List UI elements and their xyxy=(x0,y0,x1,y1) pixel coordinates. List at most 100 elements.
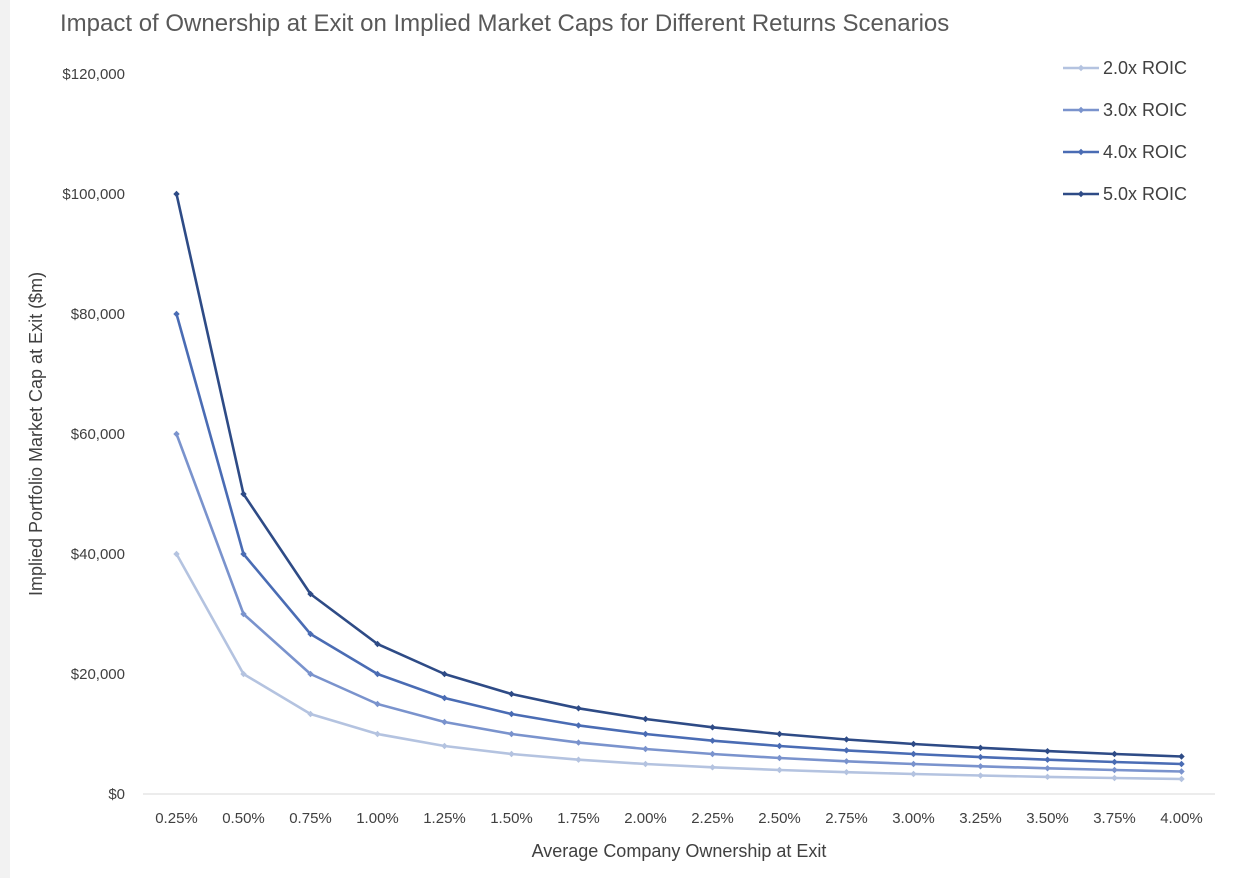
legend-item: 2.0x ROIC xyxy=(1063,58,1187,78)
y-tick-label: $40,000 xyxy=(71,546,125,563)
data-point xyxy=(776,742,783,750)
x-axis-title: Average Company Ownership at Exit xyxy=(532,841,827,861)
x-axis-ticks: 0.25% 0.50% 0.75% 1.00% 1.25% 1.50% 1.75% 2.00%… xyxy=(155,810,1203,827)
y-tick-label: $0 xyxy=(108,786,125,803)
data-point xyxy=(508,690,515,698)
series-line xyxy=(175,313,1182,766)
data-point xyxy=(843,747,850,754)
data-point xyxy=(240,550,247,558)
data-point xyxy=(307,630,314,638)
chart-title: Impact of Ownership at Exit on Implied M… xyxy=(60,10,949,37)
x-tick-label: 1.00% xyxy=(356,810,399,827)
data-point xyxy=(910,760,917,768)
data-point xyxy=(508,750,515,758)
series-group xyxy=(173,550,1185,783)
y-tick-label: $100,000 xyxy=(62,186,125,203)
data-point xyxy=(240,670,247,678)
data-point xyxy=(374,640,381,648)
data-point xyxy=(374,670,381,678)
legend-label: 3.0x ROIC xyxy=(1103,100,1187,120)
data-point xyxy=(709,764,716,771)
left-edge-strip xyxy=(0,0,10,878)
y-axis-ticks: $0 $20,000 $40,000 $60,000 $80,000 $100,000 $1… xyxy=(62,66,125,803)
data-point xyxy=(977,744,984,752)
x-tick-label: 0.75% xyxy=(289,810,332,827)
data-point xyxy=(575,739,582,746)
data-point xyxy=(709,737,716,744)
x-tick-label: 4.00% xyxy=(1160,810,1203,827)
data-point xyxy=(240,490,247,498)
data-point xyxy=(1178,768,1185,775)
data-point xyxy=(508,710,515,718)
data-point xyxy=(374,700,381,708)
legend-label: 5.0x ROIC xyxy=(1103,184,1187,204)
x-tick-label: 1.50% xyxy=(490,810,533,827)
x-tick-label: 3.25% xyxy=(959,810,1002,827)
data-point xyxy=(1044,773,1051,781)
data-point xyxy=(843,758,850,765)
data-point xyxy=(776,754,783,762)
data-point xyxy=(977,763,984,770)
data-point xyxy=(441,718,448,726)
legend-swatch-marker xyxy=(1077,190,1085,198)
data-point xyxy=(910,750,917,758)
data-point xyxy=(575,705,582,712)
data-point xyxy=(307,670,314,678)
y-axis-title: Implied Portfolio Market Cap at Exit ($m… xyxy=(26,272,46,596)
data-point xyxy=(642,715,649,723)
data-point xyxy=(1111,774,1118,782)
data-point xyxy=(240,610,247,618)
data-point xyxy=(441,742,448,750)
data-point xyxy=(1178,760,1185,768)
data-point xyxy=(173,190,180,198)
series-line xyxy=(175,433,1182,773)
data-point xyxy=(508,730,515,738)
x-tick-label: 3.00% xyxy=(892,810,935,827)
data-point xyxy=(776,766,783,774)
data-point xyxy=(1111,750,1118,758)
x-tick-label: 3.50% xyxy=(1026,810,1069,827)
data-point xyxy=(173,550,180,558)
x-tick-label: 3.75% xyxy=(1093,810,1136,827)
series-layer xyxy=(173,190,1185,783)
series-group xyxy=(173,430,1185,775)
legend-label: 4.0x ROIC xyxy=(1103,142,1187,162)
series-line xyxy=(175,553,1182,781)
x-tick-label: 1.25% xyxy=(423,810,466,827)
x-tick-label: 2.25% xyxy=(691,810,734,827)
data-point xyxy=(910,770,917,778)
data-point xyxy=(1111,766,1118,774)
data-point xyxy=(173,310,180,318)
y-tick-label: $20,000 xyxy=(71,666,125,683)
x-tick-label: 0.25% xyxy=(155,810,198,827)
data-point xyxy=(441,670,448,678)
data-point xyxy=(642,760,649,768)
data-point xyxy=(374,730,381,738)
data-point xyxy=(1178,775,1185,783)
x-tick-label: 1.75% xyxy=(557,810,600,827)
data-point xyxy=(1044,747,1051,755)
data-point xyxy=(575,756,582,763)
y-tick-label: $60,000 xyxy=(71,426,125,443)
legend-item: 5.0x ROIC xyxy=(1063,184,1187,204)
data-point xyxy=(1111,758,1118,766)
series-group xyxy=(173,190,1185,760)
data-point xyxy=(709,750,716,758)
data-point xyxy=(173,430,180,438)
data-point xyxy=(307,590,314,598)
legend-swatch-marker xyxy=(1077,148,1085,156)
series-group xyxy=(173,310,1185,768)
legend: 2.0x ROIC 3.0x ROIC 4.0x ROIC 5.0x ROIC xyxy=(1063,58,1187,204)
data-point xyxy=(776,730,783,738)
data-point xyxy=(1044,765,1051,772)
data-point xyxy=(441,694,448,702)
data-point xyxy=(843,736,850,743)
data-point xyxy=(1044,756,1051,763)
data-point xyxy=(307,710,314,718)
data-point xyxy=(843,768,850,776)
x-tick-label: 2.00% xyxy=(624,810,667,827)
y-tick-label: $80,000 xyxy=(71,306,125,323)
data-point xyxy=(642,730,649,738)
legend-swatch-marker xyxy=(1077,106,1085,114)
